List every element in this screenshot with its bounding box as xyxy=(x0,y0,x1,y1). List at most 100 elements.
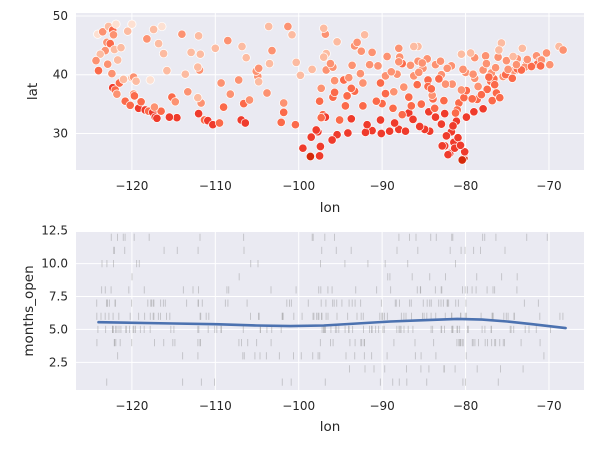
location-point xyxy=(545,60,555,70)
location-point xyxy=(159,49,169,59)
location-point xyxy=(412,80,422,90)
location-point xyxy=(283,21,293,32)
location-point xyxy=(346,114,356,124)
location-point xyxy=(558,45,568,55)
location-point xyxy=(481,51,491,61)
location-point xyxy=(113,55,123,65)
location-point xyxy=(399,82,409,92)
y-axis-label-top: lat xyxy=(25,83,41,100)
location-point xyxy=(371,96,381,106)
location-point xyxy=(241,53,251,63)
months-open-marks xyxy=(96,233,564,386)
location-point xyxy=(455,140,466,150)
location-point xyxy=(501,56,511,66)
y-axis-label-bottom: months_open xyxy=(21,265,37,356)
location-point xyxy=(358,78,368,88)
location-point xyxy=(311,125,321,135)
location-point xyxy=(305,151,315,162)
location-point xyxy=(93,66,104,76)
location-point xyxy=(437,141,447,151)
location-point xyxy=(490,80,500,90)
location-point xyxy=(526,61,536,72)
location-point xyxy=(234,75,244,85)
location-point xyxy=(397,110,407,120)
location-point xyxy=(468,69,478,79)
location-point xyxy=(267,46,277,56)
location-point xyxy=(343,128,353,138)
x-tick-label: −120 xyxy=(115,399,148,413)
location-point xyxy=(342,91,352,101)
location-point xyxy=(172,113,182,123)
location-point xyxy=(375,115,386,125)
y-tick-label: 40 xyxy=(53,68,68,82)
location-point xyxy=(194,31,204,41)
location-point xyxy=(457,155,467,165)
location-point xyxy=(298,143,308,153)
y-tick-label: 12.5 xyxy=(41,224,68,238)
location-point xyxy=(417,58,427,68)
location-point xyxy=(291,57,301,67)
plot-area-top xyxy=(76,13,584,170)
location-point xyxy=(347,60,357,70)
location-point xyxy=(466,48,476,58)
location-point xyxy=(287,30,297,40)
location-point xyxy=(400,126,411,136)
location-point xyxy=(129,91,139,101)
location-point xyxy=(340,101,350,111)
location-point xyxy=(118,74,129,84)
location-point xyxy=(344,73,354,83)
location-point xyxy=(426,84,436,94)
location-point xyxy=(416,99,426,109)
location-point xyxy=(111,19,121,29)
x-axis-label-top: lon xyxy=(320,200,341,216)
location-point xyxy=(448,121,458,131)
x-tick-label: −100 xyxy=(282,399,315,413)
x-tick-label: −120 xyxy=(115,179,148,193)
location-point xyxy=(223,36,233,46)
y-tick-label: 2.5 xyxy=(49,355,68,369)
location-point xyxy=(219,102,229,112)
location-point xyxy=(127,19,137,29)
location-point xyxy=(487,96,497,106)
location-point xyxy=(373,61,383,71)
location-point xyxy=(458,64,468,74)
location-point xyxy=(316,113,326,123)
location-point xyxy=(332,37,342,47)
location-point xyxy=(484,72,494,82)
location-point xyxy=(382,51,392,62)
location-point xyxy=(440,109,450,119)
location-point xyxy=(435,56,446,66)
x-tick-labels-top: −120 −110 −100 −90 −80 −70 xyxy=(115,179,561,193)
location-point xyxy=(279,107,289,117)
location-point xyxy=(214,118,225,128)
location-point xyxy=(186,47,196,57)
location-point xyxy=(482,84,492,94)
location-point xyxy=(290,120,300,130)
location-point xyxy=(517,43,527,53)
location-point xyxy=(123,26,133,36)
store-locations xyxy=(91,19,568,165)
location-point xyxy=(164,112,174,122)
location-point xyxy=(460,147,470,157)
location-point xyxy=(194,109,204,119)
location-point xyxy=(162,66,172,76)
location-point xyxy=(469,107,479,117)
location-point xyxy=(240,118,250,128)
y-tick-label: 10.0 xyxy=(41,257,68,271)
location-point xyxy=(494,45,504,55)
x-tick-label: −80 xyxy=(453,399,478,413)
location-point xyxy=(408,114,418,124)
location-point xyxy=(362,120,372,130)
x-tick-label: −70 xyxy=(536,399,561,413)
location-point xyxy=(107,69,117,79)
location-point xyxy=(149,24,159,35)
location-point xyxy=(406,101,416,111)
location-point xyxy=(295,70,305,80)
location-point xyxy=(254,63,264,73)
location-point xyxy=(180,69,190,79)
gridlines-bottom xyxy=(76,230,584,390)
location-point xyxy=(319,23,329,33)
location-point xyxy=(430,112,441,122)
location-point xyxy=(507,73,517,83)
location-point xyxy=(145,75,155,85)
